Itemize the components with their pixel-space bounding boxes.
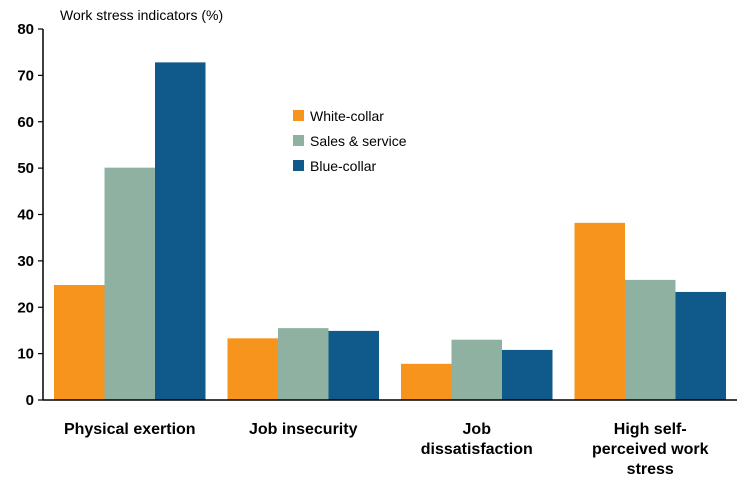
x-category-label-job-insecurity: Job insecurity [249, 421, 358, 438]
y-tick-label-0: 0 [26, 392, 34, 409]
y-ticks-group: 0 10 20 30 40 50 60 70 80 [17, 21, 43, 409]
bar-white-collar-job-dissatisfaction [401, 363, 452, 400]
bar-sales-service-job-dissatisfaction [451, 339, 502, 400]
bar-blue-collar-physical-exertion [155, 62, 206, 400]
legend-swatch-blue-collar [293, 160, 304, 171]
legend-label-blue-collar: Blue-collar [310, 158, 376, 174]
x-category-label-line: dissatisfaction [421, 441, 533, 458]
bar-blue-collar-job-insecurity [328, 330, 379, 400]
x-category-label-line: Physical exertion [64, 421, 196, 438]
bar-white-collar-physical-exertion [54, 284, 105, 400]
y-tick-label-70: 70 [17, 67, 34, 84]
x-category-label-line: Job insecurity [249, 421, 358, 438]
x-category-label-line: stress [627, 461, 674, 478]
x-category-label-line: Job [463, 421, 492, 438]
y-tick-label-50: 50 [17, 160, 34, 177]
bar-blue-collar-high-self-perceived-work-stress [675, 291, 726, 400]
legend-swatch-white-collar [293, 110, 304, 121]
bar-blue-collar-job-dissatisfaction [502, 349, 553, 400]
x-labels-group: Physical exertion Job insecurity Job dissat… [64, 421, 709, 478]
x-category-label-physical-exertion: Physical exertion [64, 421, 196, 438]
x-category-label-line: perceived work [592, 441, 709, 458]
legend-swatch-sales-service [293, 135, 304, 146]
bars-group [54, 62, 726, 400]
legend: White-collar Sales & service Blue-collar [293, 108, 407, 174]
y-tick-label-10: 10 [17, 346, 34, 363]
bar-sales-service-high-self-perceived-work-stress [625, 279, 676, 400]
legend-label-white-collar: White-collar [310, 108, 384, 124]
y-tick-label-80: 80 [17, 21, 34, 38]
y-tick-label-20: 20 [17, 299, 34, 316]
y-axis-label: Work stress indicators (%) [60, 7, 223, 23]
bar-sales-service-physical-exertion [104, 167, 155, 400]
bar-white-collar-job-insecurity [227, 338, 278, 400]
legend-label-sales-service: Sales & service [310, 133, 407, 149]
bar-white-collar-high-self-perceived-work-stress [574, 222, 625, 400]
x-category-label-line: High self- [614, 421, 687, 438]
y-tick-label-30: 30 [17, 253, 34, 270]
y-tick-label-60: 60 [17, 114, 34, 131]
x-category-label-high-self-perceived-work-stress: High self-perceived work stress [592, 421, 709, 478]
bar-sales-service-job-insecurity [278, 328, 329, 400]
x-category-label-job-dissatisfaction: Job dissatisfaction [421, 421, 533, 458]
y-tick-label-40: 40 [17, 207, 34, 224]
